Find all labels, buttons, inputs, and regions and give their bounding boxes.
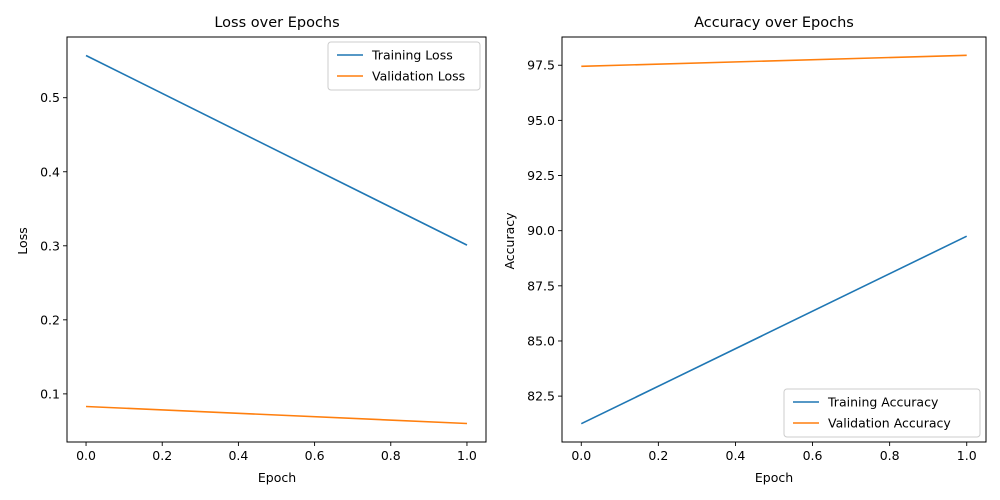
loss-chart-x-tick-label: 0.6 <box>305 448 325 463</box>
accuracy-chart-legend-box <box>783 388 981 438</box>
loss-chart-title: Loss over Epochs <box>214 15 339 31</box>
loss-chart-ylabel: Loss <box>15 227 30 254</box>
accuracy-chart-x-tick-label: 0.6 <box>803 448 823 463</box>
accuracy-chart-legend-label: Training Accuracy <box>827 395 939 410</box>
loss-chart-x-tick-label: 0.4 <box>228 448 248 463</box>
accuracy-chart-x-tick-label: 0.8 <box>880 448 900 463</box>
accuracy-chart-y-ticks: 82.5 85.0 87.5 90.0 92.5 95.0 97.5 <box>527 58 562 404</box>
accuracy-chart-title: Accuracy over Epochs <box>694 15 854 31</box>
loss-chart-legend: Training Loss Validation Loss <box>327 41 481 91</box>
loss-chart-plot-area <box>66 36 487 443</box>
accuracy-chart-x-tick-label: 1.0 <box>957 448 977 463</box>
accuracy-chart-y-tick-label: 90.0 <box>527 223 555 238</box>
loss-chart-series-line-1 <box>85 405 468 425</box>
accuracy-chart-y-tick-label: 85.0 <box>527 333 555 348</box>
loss-chart-y-tick-label: 0.1 <box>40 386 60 401</box>
loss-chart-legend-box <box>327 41 481 91</box>
loss-chart-y-tick-label: 0.4 <box>40 164 60 179</box>
loss-chart-x-tick-label: 1.0 <box>457 448 477 463</box>
loss-chart-y-tick-label: 0.5 <box>40 90 60 105</box>
accuracy-chart-plot-area <box>561 36 987 443</box>
accuracy-chart-x-ticks: 0.0 0.2 0.4 0.6 0.8 1.0 <box>571 442 977 463</box>
loss-chart-y-ticks: 0.1 0.2 0.3 0.4 0.5 <box>40 90 67 401</box>
accuracy-chart-y-tick-label: 87.5 <box>527 278 555 293</box>
loss-chart-y-tick-label: 0.3 <box>40 238 60 253</box>
accuracy-chart-y-tick-label: 92.5 <box>527 168 555 183</box>
accuracy-chart-series-line-0 <box>580 235 968 425</box>
loss-chart-legend-label: Training Loss <box>371 48 453 63</box>
accuracy-chart-x-tick-label: 0.2 <box>648 448 668 463</box>
accuracy-chart-xlabel: Epoch <box>755 470 793 485</box>
loss-chart-series-line-0 <box>85 54 468 246</box>
accuracy-chart-series-line-1 <box>581 54 967 68</box>
loss-chart: Loss over Epochs Epoch Loss 0.1 0.2 0.3 0.4… <box>15 15 487 485</box>
accuracy-chart-legend-label: Validation Accuracy <box>828 416 951 431</box>
accuracy-chart-lines <box>580 54 968 425</box>
accuracy-chart-x-tick-label: 0.4 <box>726 448 746 463</box>
loss-chart-x-ticks: 0.0 0.2 0.4 0.6 0.8 1.0 <box>76 442 477 463</box>
loss-chart-x-tick-label: 0.0 <box>76 448 96 463</box>
loss-chart-lines <box>85 54 468 425</box>
accuracy-chart-y-tick-label: 95.0 <box>527 113 555 128</box>
loss-chart-y-tick-label: 0.2 <box>40 312 60 327</box>
accuracy-chart-y-tick-label: 82.5 <box>527 389 555 404</box>
loss-chart-legend-label: Validation Loss <box>372 69 465 84</box>
accuracy-chart-y-tick-label: 97.5 <box>527 58 555 73</box>
loss-chart-xlabel: Epoch <box>258 470 296 485</box>
accuracy-chart-ylabel: Accuracy <box>502 212 517 270</box>
loss-chart-x-tick-label: 0.2 <box>152 448 172 463</box>
accuracy-chart: Accuracy over Epochs Epoch Accuracy 82.5… <box>502 15 987 485</box>
accuracy-chart-x-tick-label: 0.0 <box>571 448 591 463</box>
loss-chart-x-tick-label: 0.8 <box>381 448 401 463</box>
accuracy-chart-legend: Training Accuracy Validation Accuracy <box>783 388 981 438</box>
